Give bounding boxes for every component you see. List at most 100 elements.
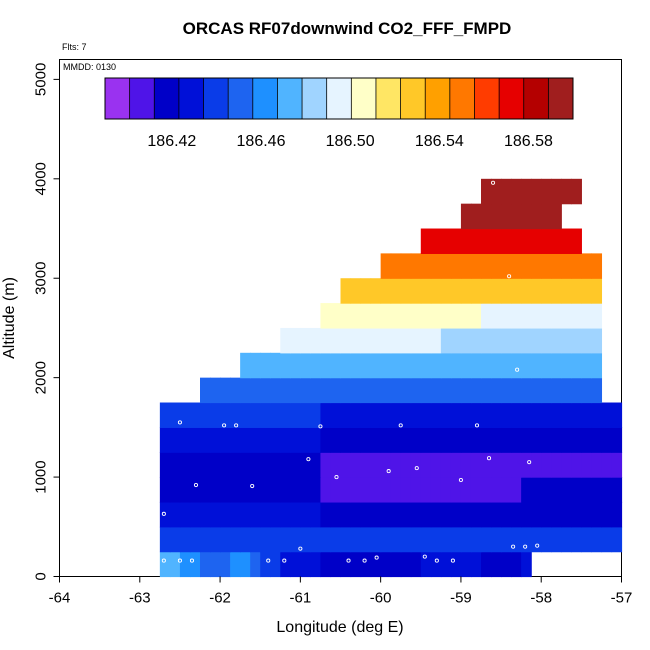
heatmap-cell xyxy=(169,452,181,478)
heatmap-cell xyxy=(370,551,382,578)
heatmap-cell xyxy=(460,427,472,453)
heatmap-cell xyxy=(430,427,442,453)
heatmap-cell xyxy=(330,402,342,428)
heatmap-cell xyxy=(541,228,552,254)
heatmap-cell xyxy=(430,228,442,254)
heatmap-cell xyxy=(470,303,482,329)
heatmap-cell xyxy=(370,526,382,553)
sample-point xyxy=(527,460,532,465)
heatmap-cell xyxy=(501,452,512,478)
heatmap-cell xyxy=(581,452,592,478)
heatmap-cell xyxy=(430,352,442,379)
heatmap-cell xyxy=(491,203,502,230)
heatmap-cell xyxy=(521,228,532,254)
heatmap-cell xyxy=(450,551,462,578)
heatmap-cell xyxy=(511,402,522,428)
heatmap-cell xyxy=(511,203,522,230)
heatmap-cell xyxy=(470,452,482,478)
heatmap-cell xyxy=(561,427,572,453)
heatmap-cell xyxy=(410,551,422,578)
heatmap-cell xyxy=(250,377,261,404)
heatmap-cell xyxy=(430,551,442,578)
heatmap-cell xyxy=(551,303,562,329)
heatmap-cell xyxy=(551,228,562,254)
y-tick-label: 5000 xyxy=(33,63,50,96)
heatmap-cell xyxy=(260,477,271,503)
heatmap-cell xyxy=(230,501,241,528)
heatmap-cell xyxy=(481,253,492,279)
sample-point xyxy=(511,544,516,549)
heatmap-cell xyxy=(521,377,532,404)
heatmap-cell xyxy=(420,452,432,478)
heatmap-cell xyxy=(260,352,271,379)
heatmap-cell xyxy=(460,501,472,528)
heatmap-cell xyxy=(591,402,603,428)
heatmap-cell xyxy=(250,427,261,453)
heatmap-cell xyxy=(189,427,201,453)
heatmap-cell xyxy=(310,377,322,404)
heatmap-cell xyxy=(440,526,452,553)
heatmap-cell xyxy=(541,427,552,453)
heatmap-cell xyxy=(200,501,211,528)
sample-point xyxy=(282,558,287,563)
heatmap-cell xyxy=(420,377,432,404)
heatmap-cell xyxy=(481,278,492,304)
y-tick-label: 0 xyxy=(33,572,50,580)
heatmap-cell xyxy=(220,377,231,404)
heatmap-cell xyxy=(450,526,462,553)
sample-point xyxy=(490,180,496,185)
heatmap-cell xyxy=(159,427,171,453)
heatmap-cell xyxy=(370,377,382,404)
heatmap-cell xyxy=(511,352,522,379)
x-axis: -64 -63 -62 -61 -60 -59 -58 -57 xyxy=(49,576,633,607)
sample-point xyxy=(318,424,323,429)
heatmap-cell xyxy=(390,526,402,553)
heatmap-cell xyxy=(521,327,532,354)
heatmap-cell xyxy=(210,477,221,503)
heatmap-cell xyxy=(501,228,512,254)
heatmap-cell xyxy=(561,402,572,428)
heatmap-cell xyxy=(270,551,281,578)
heatmap-cell xyxy=(169,427,181,453)
heatmap-cell xyxy=(481,427,492,453)
heatmap-cell xyxy=(400,352,412,379)
heatmap-cell xyxy=(400,402,412,428)
sample-point xyxy=(177,420,182,425)
heatmap-cell xyxy=(410,352,422,379)
heatmap-cell xyxy=(340,526,352,553)
heatmap-cell xyxy=(330,526,342,553)
heatmap-cell xyxy=(531,253,542,279)
heatmap-cell xyxy=(360,452,372,478)
heatmap-cell xyxy=(350,278,362,304)
heatmap-cell xyxy=(531,303,542,329)
sample-point xyxy=(193,482,199,488)
x-tick-label: -64 xyxy=(49,590,71,607)
heatmap-cell xyxy=(320,452,332,478)
heatmap-cell xyxy=(380,526,392,553)
heatmap-cell xyxy=(450,377,462,404)
heatmap-cell xyxy=(450,501,462,528)
heatmap-cell xyxy=(541,203,552,230)
heatmap-cell xyxy=(290,501,301,528)
heatmap-cell xyxy=(360,377,372,404)
heatmap-cell xyxy=(571,303,582,329)
y-tick-label: 4000 xyxy=(33,162,50,195)
heatmap-cell xyxy=(420,477,432,503)
colorbar-swatch xyxy=(277,78,303,119)
heatmap-cell xyxy=(420,402,432,428)
heatmap-cell xyxy=(300,477,311,503)
heatmap-cell xyxy=(330,551,342,578)
heatmap-cell xyxy=(350,303,362,329)
colorbar-swatch xyxy=(474,78,500,119)
heatmap-cell xyxy=(410,501,422,528)
heatmap-cell xyxy=(230,526,241,553)
heatmap-cell xyxy=(430,253,442,279)
heatmap-cell xyxy=(491,178,502,205)
heatmap-cell xyxy=(591,377,603,404)
heatmap-cell xyxy=(169,477,181,503)
heatmap-cell xyxy=(571,253,582,279)
x-tick-label: -57 xyxy=(611,590,633,607)
heatmap-cell xyxy=(260,551,271,578)
heatmap-cell xyxy=(179,526,191,553)
